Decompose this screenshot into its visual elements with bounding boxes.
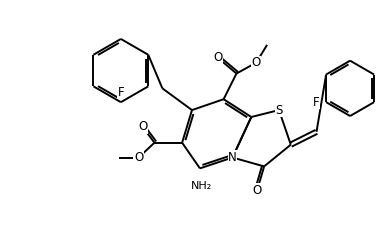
Text: O: O	[138, 120, 147, 133]
Text: O: O	[252, 56, 261, 69]
Text: O: O	[213, 51, 222, 64]
Text: NH₂: NH₂	[191, 181, 212, 191]
Text: S: S	[275, 104, 283, 117]
Text: O: O	[253, 184, 262, 197]
Text: O: O	[134, 151, 143, 164]
Text: N: N	[228, 151, 237, 164]
Text: F: F	[313, 96, 319, 109]
Text: F: F	[118, 86, 124, 99]
